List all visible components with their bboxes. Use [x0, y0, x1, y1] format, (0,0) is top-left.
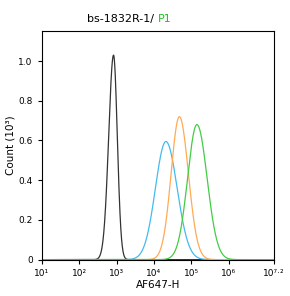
X-axis label: AF647-H: AF647-H [135, 280, 180, 290]
Y-axis label: Count (10³): Count (10³) [6, 116, 16, 175]
Text: bs-1832R-1/: bs-1832R-1/ [87, 15, 158, 25]
Text: P1: P1 [158, 15, 171, 25]
